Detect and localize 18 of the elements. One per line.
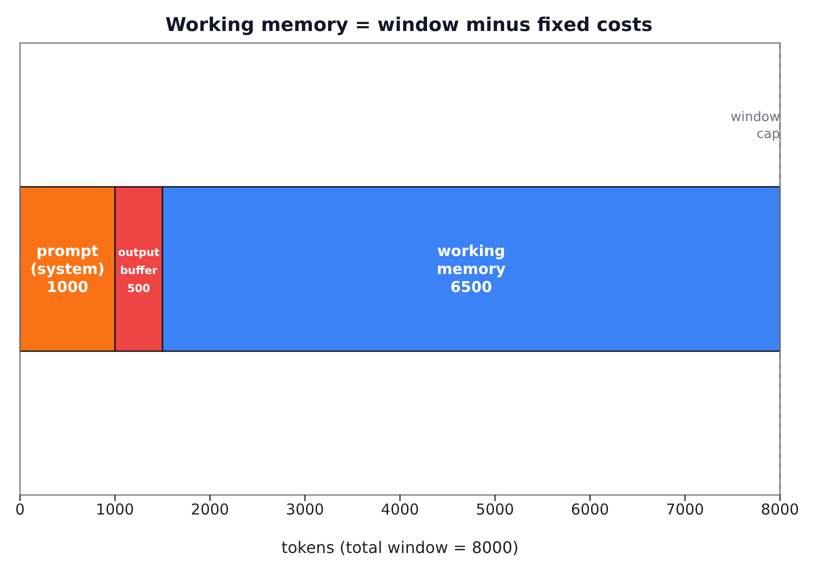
x-tick-label: 5000	[476, 500, 514, 519]
x-axis-title: tokens (total window = 8000)	[281, 538, 519, 557]
series-label: prompt (system)	[30, 242, 105, 278]
x-tick-label: 3000	[286, 500, 324, 519]
ref-line-label: window cap	[730, 110, 780, 142]
x-tick-label: 2000	[190, 500, 230, 519]
x-tick-label: 1000	[96, 500, 134, 519]
chart-title: Working memory = window minus fixed costs	[165, 14, 653, 36]
data-label: 500	[127, 282, 151, 295]
x-tick-label: 0	[15, 500, 25, 519]
data-label: 1000	[46, 278, 88, 296]
x-tick-label: 4000	[380, 500, 420, 519]
x-tick-label: 8000	[760, 500, 800, 519]
x-tick-label: 6000	[570, 500, 610, 519]
series-label: output buffer	[118, 246, 160, 277]
x-tick-label: 7000	[666, 500, 704, 519]
series-label: working memory	[436, 242, 506, 278]
data-label: 6500	[450, 278, 492, 296]
